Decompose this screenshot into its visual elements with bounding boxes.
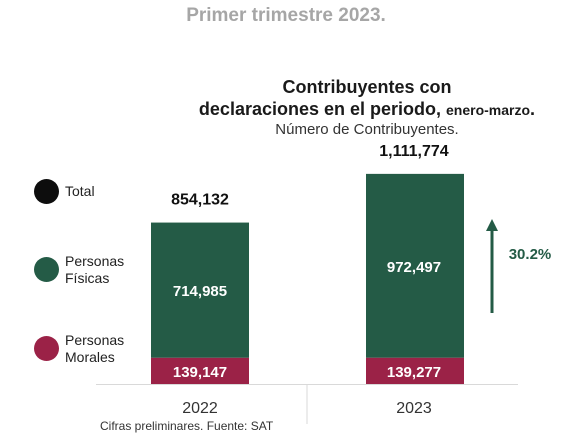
chart-title-line-1: Contribuyentes con <box>282 77 452 97</box>
growth-arrow-icon <box>486 219 498 231</box>
data-label-fisicas-2022: 714,985 <box>173 283 227 300</box>
growth-label: 30.2% <box>509 246 552 263</box>
bar-personas-fisicas-2023 <box>366 173 464 358</box>
tick-label-2022: 2022 <box>182 400 218 417</box>
data-label-morales-2023: 139,277 <box>387 364 441 381</box>
bar-personas-morales-2022 <box>151 357 249 384</box>
legend-dot-personas-fisicas <box>34 257 59 282</box>
footnote: Cifras preliminares. Fuente: SAT <box>100 419 274 433</box>
page-heading: Primer trimestre 2023. <box>186 5 386 26</box>
legend-label-personas-fisicas: Personas Físicas <box>65 253 125 286</box>
tick-label-2023: 2023 <box>396 400 432 417</box>
legend-label-total: Total <box>65 183 95 199</box>
legend-dot-personas-morales <box>34 336 59 361</box>
data-label-fisicas-2023: 972,497 <box>387 259 441 276</box>
chart-title-main: declaraciones en el periodo, <box>198 99 447 119</box>
legend-label-personas-morales: Personas Morales <box>65 332 125 365</box>
data-label-total-2022: 854,132 <box>171 192 229 209</box>
bar-personas-morales-2023 <box>366 357 464 384</box>
data-label-morales-2022: 139,147 <box>173 364 227 381</box>
chart-title-end: . <box>530 99 536 119</box>
chart-subtitle: Número de Contribuyentes. <box>275 121 459 138</box>
bar-personas-fisicas-2022 <box>151 222 249 358</box>
data-label-total-2023: 1,111,774 <box>379 143 449 160</box>
chart-title-period: enero-marzo <box>446 102 531 118</box>
chart-title-line-2: declaraciones en el periodo, enero-marzo… <box>150 99 572 120</box>
legend-dot-total <box>34 179 59 204</box>
